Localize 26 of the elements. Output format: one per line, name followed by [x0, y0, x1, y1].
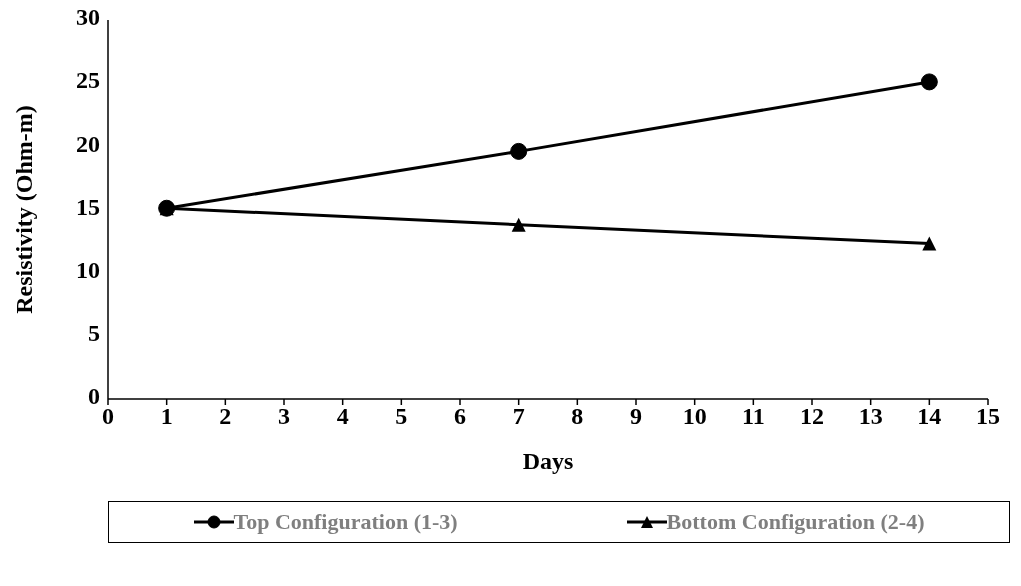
- x-tick-label: 3: [278, 403, 290, 430]
- y-tick-label: 30: [76, 4, 100, 31]
- y-tick-label: 5: [88, 320, 100, 347]
- x-tick-label: 4: [336, 403, 349, 430]
- x-tick-label: 12: [800, 403, 824, 430]
- x-tick-label: 2: [219, 403, 232, 430]
- x-tick-label: 6: [454, 403, 466, 430]
- y-tick-label: 10: [76, 256, 100, 283]
- x-tick-label: 9: [630, 403, 642, 430]
- y-axis-title: Resistivity (Ohm-m): [10, 105, 37, 314]
- x-tick-label: 10: [682, 403, 707, 430]
- legend-label: Bottom Configuration (2-4): [666, 509, 925, 535]
- x-tick-label: 15: [976, 403, 1000, 430]
- x-tick-label: 14: [917, 403, 942, 430]
- y-tick-label: 15: [76, 193, 100, 220]
- x-tick-label: 8: [571, 403, 584, 430]
- legend-label: Top Configuration (1-3): [233, 509, 458, 535]
- x-axis-title: Days: [522, 448, 574, 474]
- x-tick-label: 5: [395, 403, 408, 430]
- y-tick-label: 20: [76, 130, 100, 157]
- y-tick-label: 0: [88, 383, 100, 410]
- x-tick-label: 7: [512, 403, 525, 430]
- y-tick-label: 25: [76, 67, 100, 94]
- x-tick-label: 13: [858, 403, 883, 430]
- x-tick-label: 11: [741, 403, 765, 430]
- x-tick-label: 1: [160, 403, 173, 430]
